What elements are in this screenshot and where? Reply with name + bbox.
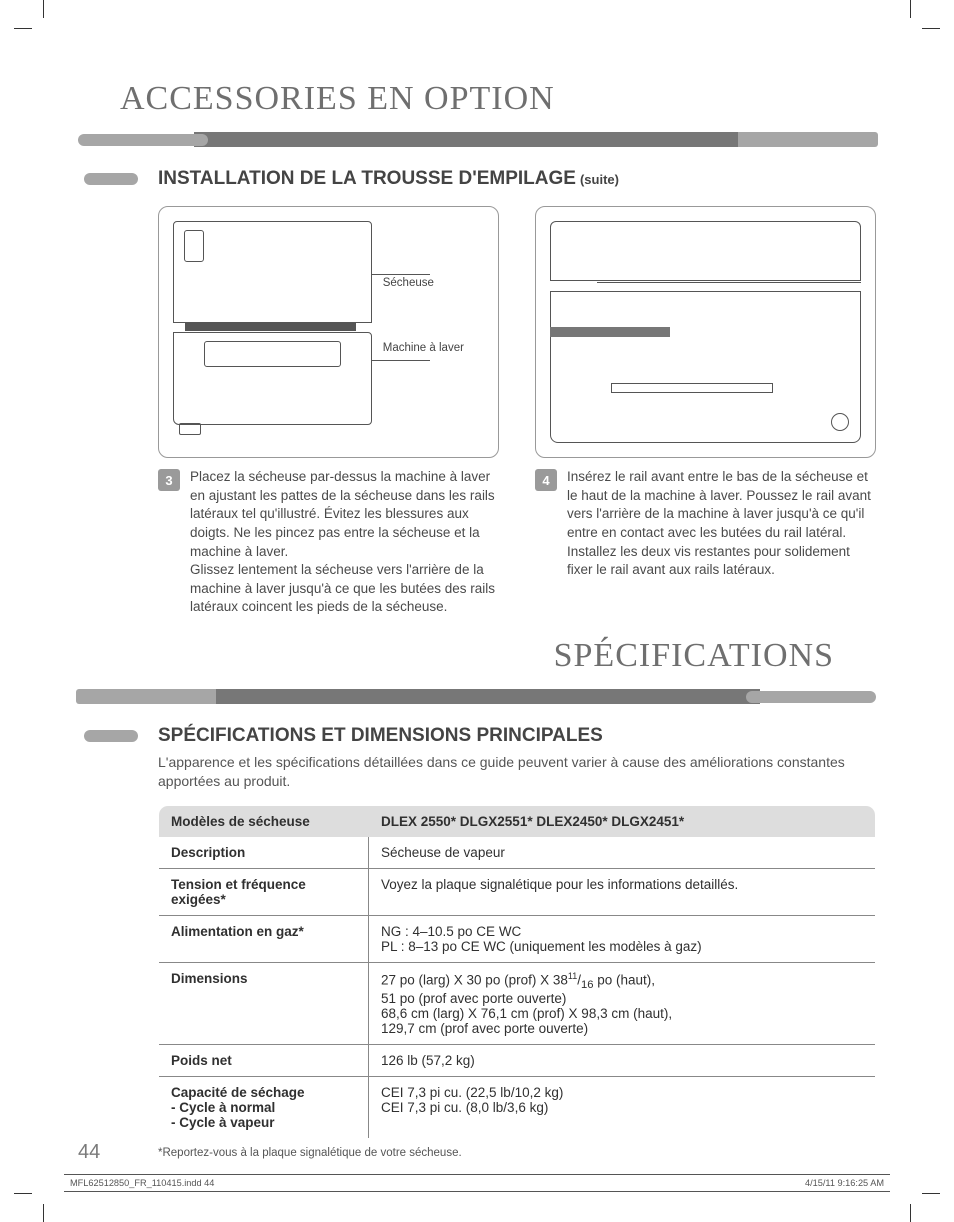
table-row: Capacité de séchage- Cycle à normal- Cyc… (159, 1076, 876, 1138)
table-row: Dimensions27 po (larg) X 30 po (prof) X … (159, 962, 876, 1044)
section-heading-installation: INSTALLATION DE LA TROUSSE D'EMPILAGE (s… (78, 168, 876, 190)
print-footer: MFL62512850_FR_110415.indd 44 4/15/11 9:… (64, 1174, 890, 1192)
specs-intro-text: L'apparence et les spécifications détail… (158, 753, 848, 791)
page-title-specifications: SPÉCIFICATIONS (78, 637, 834, 675)
step-4: 4 Insérez le rail avant entre le bas de … (535, 468, 876, 580)
crop-mark (43, 1204, 44, 1222)
table-row-label: Capacité de séchage- Cycle à normal- Cyc… (159, 1076, 369, 1138)
heading-pill-icon (84, 730, 138, 742)
table-row-value: NG : 4–10.5 po CE WCPL : 8–13 po CE WC (… (369, 915, 876, 962)
table-row-value: Voyez la plaque signalétique pour les in… (369, 868, 876, 915)
print-file-name: MFL62512850_FR_110415.indd 44 (70, 1178, 214, 1188)
print-timestamp: 4/15/11 9:16:25 AM (805, 1178, 884, 1188)
table-row: Tension et fréquence exigées*Voyez la pl… (159, 868, 876, 915)
step-3: 3 Placez la sécheuse par-dessus la machi… (158, 468, 499, 617)
table-row-label: Poids net (159, 1044, 369, 1076)
crop-mark (910, 1204, 911, 1222)
table-row-label: Tension et fréquence exigées* (159, 868, 369, 915)
divider-bar (78, 132, 876, 150)
crop-mark (14, 1193, 32, 1194)
figure-label-washer: Machine à laver (383, 342, 464, 354)
crop-mark (922, 28, 940, 29)
section-heading-specs: SPÉCIFICATIONS ET DIMENSIONS PRINCIPALES (78, 725, 876, 747)
table-header-label: Modèles de sécheuse (159, 805, 369, 837)
step-number-badge: 4 (535, 469, 557, 491)
table-row-label: Description (159, 837, 369, 869)
figure-step3: Sécheuse Machine à laver (158, 206, 499, 458)
table-row-value: Sécheuse de vapeur (369, 837, 876, 869)
section-heading-text: INSTALLATION DE LA TROUSSE D'EMPILAGE (158, 168, 576, 190)
crop-mark (910, 0, 911, 18)
table-header-row: Modèles de sécheuse DLEX 2550* DLGX2551*… (159, 805, 876, 837)
figure-step4 (535, 206, 876, 458)
crop-mark (14, 28, 32, 29)
page-number: 44 (78, 1141, 100, 1164)
step-number-badge: 3 (158, 469, 180, 491)
table-row-value: CEI 7,3 pi cu. (22,5 lb/10,2 kg)CEI 7,3 … (369, 1076, 876, 1138)
divider-bar (78, 689, 876, 707)
section-heading-suffix: (suite) (580, 172, 619, 187)
figure-label-dryer: Sécheuse (383, 277, 434, 289)
table-row: Alimentation en gaz*NG : 4–10.5 po CE WC… (159, 915, 876, 962)
step-4-text: Insérez le rail avant entre le bas de la… (567, 468, 876, 580)
table-row: DescriptionSécheuse de vapeur (159, 837, 876, 869)
crop-mark (922, 1193, 940, 1194)
table-row: Poids net126 lb (57,2 kg) (159, 1044, 876, 1076)
table-footnote: *Reportez-vous à la plaque signalétique … (158, 1147, 876, 1159)
table-row-value: 27 po (larg) X 30 po (prof) X 3811/16 po… (369, 962, 876, 1044)
page-title-accessories: ACCESSORIES EN OPTION (120, 80, 876, 118)
table-row-label: Dimensions (159, 962, 369, 1044)
crop-mark (43, 0, 44, 18)
heading-pill-icon (84, 173, 138, 185)
step-3-text: Placez la sécheuse par-dessus la machine… (190, 468, 499, 617)
table-header-models: DLEX 2550* DLGX2551* DLEX2450* DLGX2451* (369, 805, 876, 837)
table-row-label: Alimentation en gaz* (159, 915, 369, 962)
specifications-table: Modèles de sécheuse DLEX 2550* DLGX2551*… (158, 805, 876, 1139)
table-row-value: 126 lb (57,2 kg) (369, 1044, 876, 1076)
section-heading-text: SPÉCIFICATIONS ET DIMENSIONS PRINCIPALES (158, 725, 603, 747)
